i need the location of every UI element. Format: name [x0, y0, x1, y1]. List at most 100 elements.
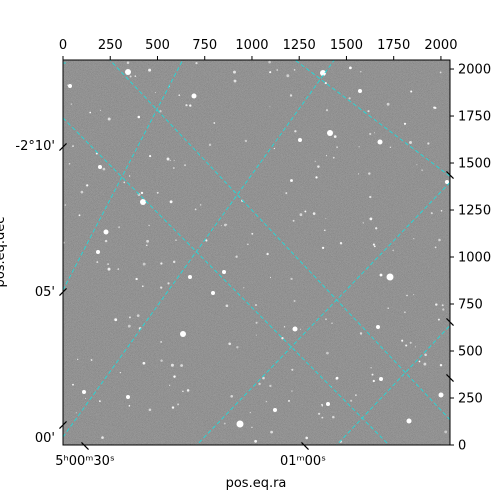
star: [326, 402, 330, 406]
star: [127, 324, 131, 328]
star: [387, 307, 389, 309]
star: [435, 303, 438, 306]
star: [180, 331, 186, 337]
star: [410, 90, 413, 93]
star: [178, 94, 181, 97]
star: [270, 430, 273, 434]
star: [82, 390, 86, 394]
star: [314, 160, 316, 162]
star: [376, 325, 380, 329]
star: [148, 224, 150, 227]
star: [72, 145, 74, 148]
star: [418, 360, 421, 363]
star: [78, 214, 81, 217]
star: [149, 155, 152, 158]
star: [184, 164, 186, 166]
star: [438, 238, 441, 242]
world-tick: [59, 143, 67, 151]
star: [369, 217, 373, 221]
star: [269, 276, 272, 279]
star: [173, 375, 176, 378]
star: [414, 346, 416, 348]
y-pixel-tick-label: 1000: [458, 251, 491, 266]
star: [285, 192, 288, 195]
stars-layer: [63, 60, 449, 443]
star: [99, 400, 101, 402]
star: [169, 200, 173, 204]
star: [439, 71, 442, 74]
x-pixel-tick-label: 250: [98, 38, 123, 53]
star: [243, 287, 245, 289]
star: [291, 390, 293, 392]
star: [148, 408, 152, 412]
star: [75, 412, 77, 414]
star: [251, 232, 254, 235]
star: [119, 371, 122, 374]
star: [434, 246, 437, 249]
star: [80, 190, 84, 194]
star: [188, 275, 192, 279]
star: [421, 169, 423, 171]
star: [433, 106, 436, 109]
star: [321, 416, 324, 419]
star: [160, 262, 163, 265]
star: [268, 60, 271, 64]
star: [360, 71, 362, 73]
x-axis-title: pos.eq.ra: [226, 476, 287, 491]
star: [290, 179, 293, 182]
star: [180, 364, 184, 367]
star: [85, 397, 87, 400]
star: [128, 316, 131, 319]
star: [369, 132, 372, 136]
star: [379, 273, 383, 277]
star: [172, 167, 175, 169]
star: [293, 69, 296, 71]
star: [437, 318, 440, 321]
star: [233, 70, 236, 74]
star: [293, 299, 296, 303]
star: [386, 273, 394, 281]
x-pixel-tick-label: 500: [145, 38, 170, 53]
star: [104, 239, 108, 243]
star: [220, 225, 222, 227]
star: [126, 61, 130, 64]
star: [177, 403, 180, 406]
star: [101, 436, 104, 439]
star: [236, 420, 244, 428]
star: [298, 138, 302, 142]
x-pixel-tick-label: 1000: [235, 38, 268, 53]
star: [377, 139, 383, 145]
star: [247, 243, 249, 245]
star: [294, 130, 297, 133]
star: [146, 239, 150, 243]
star: [90, 359, 93, 361]
star: [438, 392, 444, 398]
star: [89, 111, 92, 114]
star: [320, 70, 326, 76]
star: [258, 382, 261, 386]
plot-frame: [62, 59, 451, 446]
y-pixel-tick-label: 750: [458, 298, 483, 313]
star: [441, 304, 444, 307]
star: [99, 109, 102, 112]
image-noise: [63, 60, 450, 445]
star: [194, 208, 197, 211]
star: [236, 346, 239, 349]
world-tick: [59, 288, 67, 296]
star: [315, 176, 318, 179]
star: [269, 71, 272, 74]
star: [160, 341, 162, 343]
star: [95, 152, 98, 155]
star: [321, 405, 324, 407]
grid-line: [335, 324, 450, 445]
x-pixel-tick-label: 0: [59, 38, 67, 53]
y-pixel-tick-label: 1750: [458, 110, 491, 125]
star: [67, 84, 69, 86]
star: [336, 146, 338, 148]
star: [160, 286, 163, 289]
star: [406, 418, 412, 424]
star: [96, 250, 100, 254]
star: [368, 172, 371, 175]
star: [404, 311, 406, 314]
star: [186, 389, 190, 392]
